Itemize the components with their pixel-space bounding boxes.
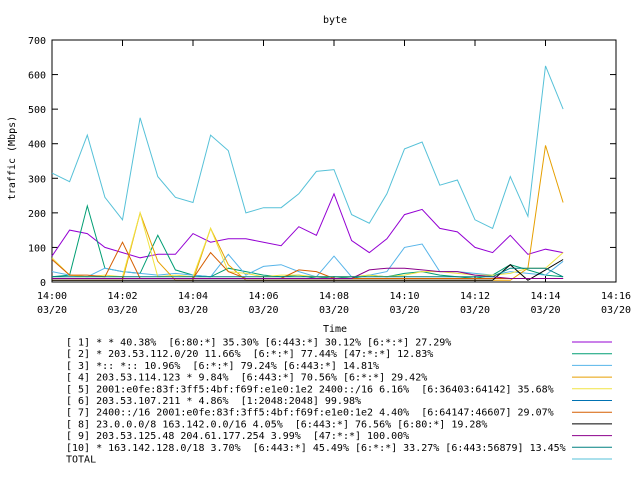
legend-label: [10] * 163.142.128.0/18 3.70% [6:443:*] … (66, 443, 566, 454)
y-tick-label: 200 (28, 209, 46, 220)
y-tick-label: 700 (28, 36, 46, 47)
x-tick-time-label: 14:06 (248, 291, 278, 302)
x-tick-date-label: 03/20 (37, 305, 67, 316)
series-line-8 (52, 259, 564, 281)
legend-label: [ 6] 203.53.107.211 * 4.86% [1:2048:2048… (66, 396, 361, 407)
series-line-3 (51, 243, 564, 278)
y-tick-label: 100 (28, 243, 46, 254)
series-line-7 (51, 241, 564, 279)
series-line-5 (51, 211, 564, 278)
legend-label: [ 4] 203.53.114.123 * 9.84% [6:443:*] 70… (66, 373, 427, 384)
x-tick-time-label: 14:08 (319, 291, 349, 302)
y-tick-label: 500 (28, 105, 46, 116)
series-line-2 (51, 203, 564, 280)
x-tick-time-label: 14:16 (601, 291, 631, 302)
x-tick-date-label: 03/20 (107, 305, 137, 316)
x-tick-date-label: 03/20 (178, 305, 208, 316)
legend-label: [ 8] 23.0.0.0/8 163.142.0.0/16 4.05% [6:… (66, 419, 487, 430)
series-line-9 (52, 267, 564, 279)
y-axis-ticks: 0 100 200 300 400 500 600 700 (28, 36, 616, 289)
x-tick-date-label: 03/20 (530, 305, 560, 316)
x-tick-time-label: 14:12 (460, 291, 490, 302)
y-tick-label: 400 (28, 140, 46, 151)
y-axis-label: traffic (Mbps) (7, 116, 18, 200)
legend-label: [ 5] 2001:e0fe:83f:3ff5:4bf:f69f:e1e0:1e… (66, 384, 554, 395)
series-line-11 (51, 65, 564, 230)
y-tick-label: 0 (40, 278, 46, 289)
x-tick-time-label: 14:00 (37, 291, 67, 302)
legend-label: [ 3] *:: *:: 10.96% [6:*:*] 79.24% [6:44… (66, 361, 379, 372)
x-tick-date-label: 03/20 (389, 305, 419, 316)
legend-label: [ 7] 2400::/16 2001:e0fe:83f:3ff5:4bf:f6… (66, 408, 554, 419)
x-tick-date-label: 03/20 (601, 305, 631, 316)
chart-title: byte (323, 15, 347, 26)
x-tick-time-label: 14:02 (107, 291, 137, 302)
x-tick-time-label: 14:04 (178, 291, 208, 302)
legend: [ 1] * * 40.38% [6:80:*] 35.30% [6:443:*… (66, 338, 612, 466)
x-tick-date-label: 03/20 (248, 305, 278, 316)
series-line-4 (52, 145, 564, 281)
series-line-1 (51, 192, 564, 259)
y-tick-label: 300 (28, 174, 46, 185)
x-tick-time-label: 14:14 (530, 291, 560, 302)
series-lines (51, 65, 564, 281)
y-tick-label: 600 (28, 71, 46, 82)
x-tick-date-label: 03/20 (319, 305, 349, 316)
legend-label: [ 9] 203.53.125.48 204.61.177.254 3.99% … (66, 431, 409, 442)
x-tick-time-label: 14:10 (389, 291, 419, 302)
legend-label: [ 2] * 203.53.112.0/20 11.66% [6:*:*] 77… (66, 349, 433, 360)
legend-label: [ 1] * * 40.38% [6:80:*] 35.30% [6:443:*… (66, 338, 451, 349)
x-tick-date-label: 03/20 (460, 305, 490, 316)
series-line-10 (52, 267, 564, 278)
x-axis-ticks: 14:00 03/20 14:02 03/20 14:04 03/20 14:06 03/20… (37, 40, 631, 316)
legend-label: TOTAL (66, 455, 96, 466)
x-axis-label: Time (323, 324, 347, 335)
